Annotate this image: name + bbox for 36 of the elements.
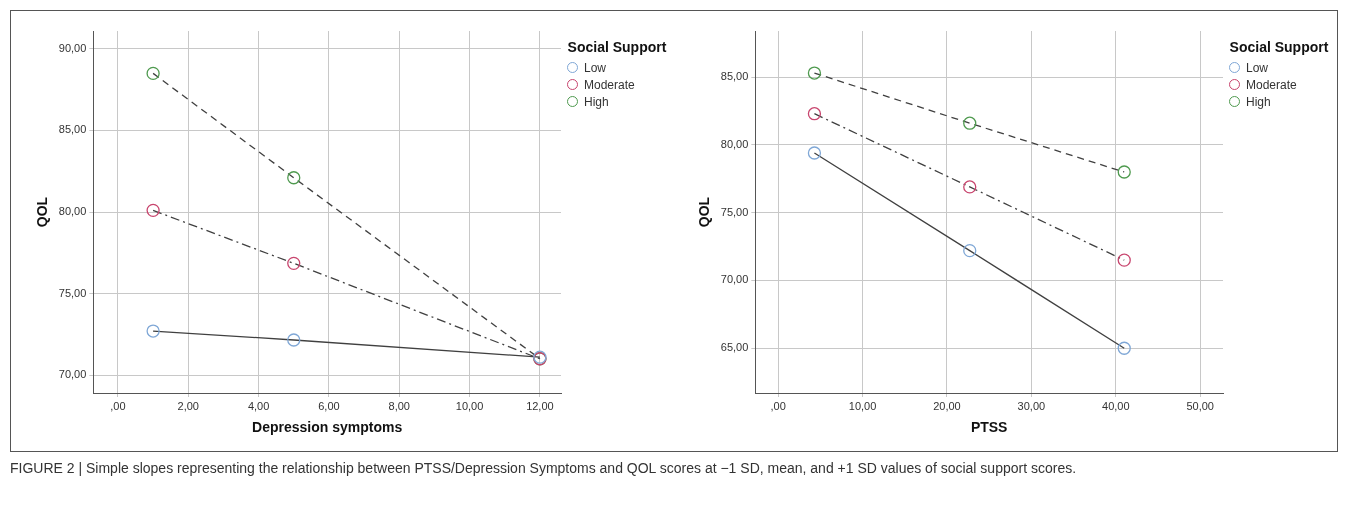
x-tick-label: 6,00 (318, 399, 340, 412)
y-tick-label: 75,00 (720, 205, 749, 218)
x-tick-label: 40,00 (1102, 399, 1130, 412)
y-tick-label: 70,00 (58, 368, 87, 381)
x-tick-label: 20,00 (933, 399, 961, 412)
y-tick-label: 75,00 (58, 286, 87, 299)
legend-label: Low (1246, 60, 1269, 75)
x-tick-label: 10,00 (848, 399, 877, 412)
x-tick-label: 4,00 (247, 399, 270, 412)
x-tick-label: 8,00 (388, 399, 410, 412)
legend-label: Moderate (584, 77, 635, 92)
x-tick-label: ,00 (110, 399, 126, 412)
x-tick-label: 50,00 (1186, 399, 1214, 412)
x-tick-label: 12,00 (526, 399, 554, 412)
y-tick-label: 90,00 (58, 41, 87, 54)
y-tick-label: 80,00 (58, 205, 87, 218)
y-tick-label: 80,00 (720, 137, 749, 150)
y-tick-label: 85,00 (58, 123, 87, 136)
y-axis-title: QOL (34, 196, 51, 228)
legend-label: High (584, 94, 609, 109)
y-tick-label: 70,00 (720, 273, 749, 286)
caption: FIGURE 2 | Simple slopes representing the relationship between PTSS/Depression Symptoms and QOL scores at −1 SD, mean, and +1 SD values of social support scores. (10, 459, 1078, 478)
y-axis-title: QOL (696, 196, 713, 228)
x-tick-label: 2,00 (177, 399, 199, 412)
x-tick-label: 30,00 (1017, 399, 1046, 412)
x-axis-title: PTSS (970, 419, 1008, 436)
legend-title: Social Support (567, 39, 667, 55)
y-tick-label: 65,00 (720, 341, 749, 354)
legend-label: High (1246, 94, 1271, 109)
x-axis-title: Depression symptoms (252, 419, 403, 436)
y-tick-label: 85,00 (720, 70, 749, 83)
legend-label: Moderate (1246, 77, 1297, 92)
x-tick-label: ,00 (770, 399, 786, 412)
x-tick-label: 10,00 (455, 399, 484, 412)
legend-title: Social Support (1229, 39, 1329, 55)
legend-label: Low (584, 60, 607, 75)
